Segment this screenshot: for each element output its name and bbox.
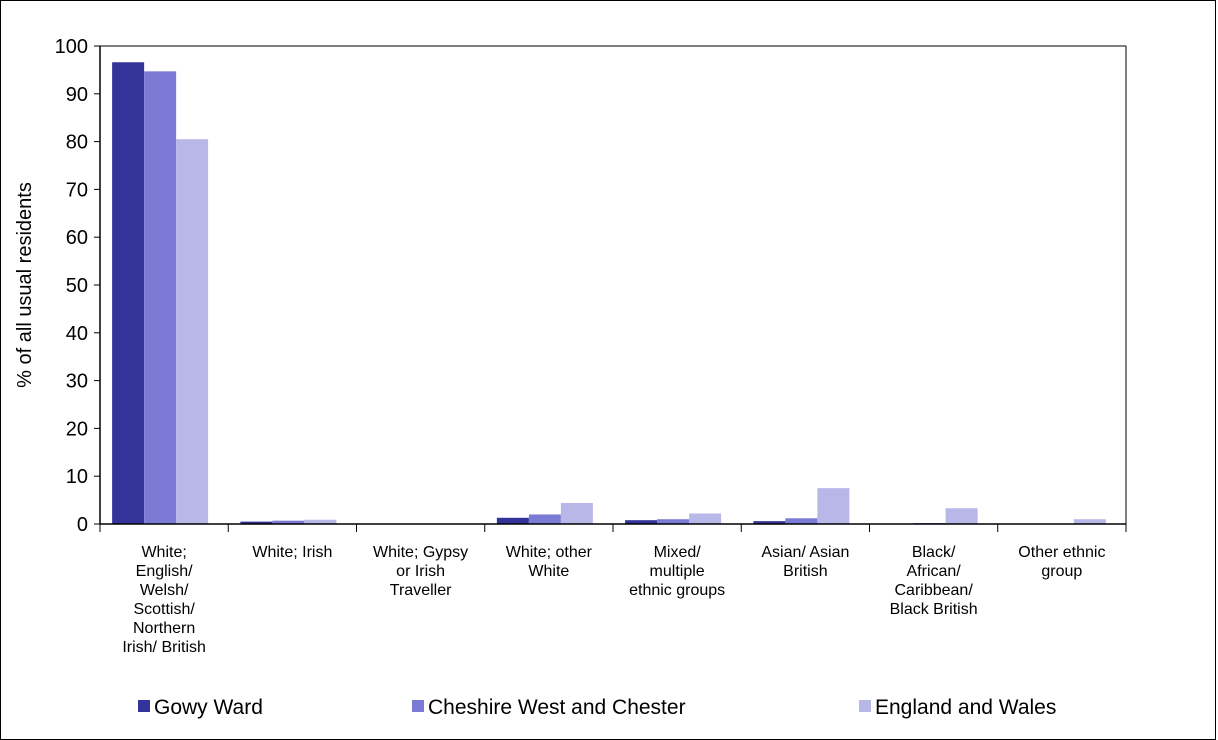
y-tick-label: 90 [66, 84, 88, 106]
y-tick-label: 10 [66, 466, 88, 488]
legend: Gowy Ward Cheshire West and Chester Englan… [138, 696, 1056, 719]
y-axis-title: % of all usual residents [14, 182, 36, 388]
legend-label: Gowy Ward [154, 696, 263, 719]
bars-layer [112, 62, 1106, 524]
axes-layer [94, 46, 1126, 532]
legend-label: England and Wales [875, 696, 1056, 719]
bar-1-1 [112, 62, 144, 524]
x-category-label: Black/African/Caribbean/Black British [890, 544, 978, 618]
legend-swatch [412, 700, 424, 712]
legend-swatch [138, 700, 150, 712]
y-tick-label: 0 [77, 514, 88, 536]
y-tick-label: 20 [66, 418, 88, 440]
x-category-label: White; Irish [252, 544, 332, 561]
bar-3-1 [176, 139, 208, 524]
bar-3-6 [817, 488, 849, 524]
bar-2-1 [144, 71, 176, 524]
bar-2-4 [529, 514, 561, 524]
y-tick-label: 80 [66, 132, 88, 154]
y-tick-label: 60 [66, 227, 88, 249]
bar-3-7 [946, 508, 978, 524]
y-tick-label: 30 [66, 371, 88, 393]
bar-1-4 [497, 518, 529, 524]
y-tick-label: 40 [66, 323, 88, 345]
legend-swatch [859, 700, 871, 712]
bar-2-6 [785, 518, 817, 524]
y-tick-label: 100 [55, 36, 88, 58]
y-tick-label: 50 [66, 275, 88, 297]
y-tick-label: 70 [66, 179, 88, 201]
bar-3-4 [561, 503, 593, 524]
legend-label: Cheshire West and Chester [428, 696, 686, 719]
bar-3-5 [689, 513, 721, 524]
